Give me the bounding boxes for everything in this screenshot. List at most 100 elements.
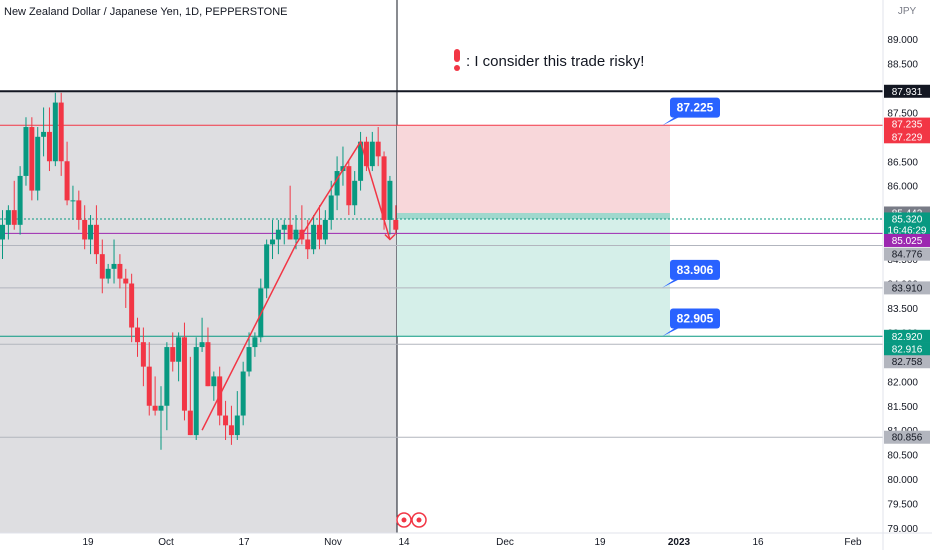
price-axis-tag[interactable]: 16:46:29 bbox=[884, 223, 930, 237]
candle-body-up bbox=[234, 415, 240, 436]
candle-body-down bbox=[152, 405, 158, 411]
currency-label: JPY bbox=[898, 6, 917, 17]
position-price-label[interactable]: 83.906 bbox=[662, 259, 720, 288]
candle-body-up bbox=[358, 141, 364, 181]
candle bbox=[252, 332, 258, 357]
y-tick-label: 86.500 bbox=[887, 157, 918, 168]
candle bbox=[352, 171, 358, 216]
candle bbox=[281, 219, 287, 245]
price-tag-box bbox=[884, 233, 930, 247]
candle bbox=[5, 205, 11, 240]
candle bbox=[311, 215, 317, 255]
price-tag-text: 83.910 bbox=[892, 283, 923, 294]
price-tag-text: 84.776 bbox=[892, 250, 923, 261]
price-axis[interactable] bbox=[883, 0, 932, 550]
price-axis-tag[interactable]: 83.910 bbox=[884, 281, 930, 295]
candle bbox=[70, 185, 76, 220]
y-tick-label: 82.000 bbox=[887, 377, 918, 388]
candle bbox=[287, 185, 293, 240]
candle-body-down bbox=[287, 224, 293, 240]
price-tag-box bbox=[884, 117, 930, 131]
candle bbox=[146, 342, 152, 416]
price-axis-tag[interactable]: 84.776 bbox=[884, 247, 930, 261]
candle-body-up bbox=[105, 268, 111, 279]
candle-body-down bbox=[181, 337, 187, 411]
price-tag-text: 85.320 bbox=[892, 214, 923, 225]
x-tick-label: Oct bbox=[158, 537, 174, 548]
candle-body-up bbox=[52, 102, 58, 162]
price-axis-tag[interactable]: 87.229 bbox=[884, 130, 930, 144]
label-value: 87.225 bbox=[677, 101, 714, 115]
label-box bbox=[670, 259, 720, 280]
candle bbox=[246, 332, 252, 377]
event-icon-dot bbox=[401, 517, 407, 523]
candle-body-down bbox=[381, 156, 387, 220]
candle-body-up bbox=[193, 347, 199, 436]
price-axis-tag[interactable]: 87.235 bbox=[884, 117, 930, 131]
x-tick-label: Nov bbox=[324, 537, 342, 548]
candle-body-down bbox=[117, 263, 123, 279]
candle bbox=[322, 210, 328, 245]
price-axis-tag[interactable]: 85.025 bbox=[884, 233, 930, 247]
price-tag-text: 82.920 bbox=[892, 332, 923, 343]
candle-body-down bbox=[82, 219, 88, 240]
candle bbox=[135, 317, 141, 357]
position-price-label[interactable]: 87.225 bbox=[662, 97, 720, 126]
price-tag-text: 87.229 bbox=[892, 132, 923, 143]
candle-body-down bbox=[140, 342, 146, 367]
position-price-label[interactable]: 82.905 bbox=[662, 308, 720, 337]
price-axis-tag[interactable]: 85.320 bbox=[884, 212, 930, 226]
candle bbox=[123, 268, 129, 308]
price-tag-text: 87.931 bbox=[892, 87, 923, 98]
y-tick-label: 80.000 bbox=[887, 475, 918, 486]
price-axis-tag[interactable]: 87.931 bbox=[884, 84, 930, 98]
event-markers[interactable] bbox=[396, 512, 427, 528]
candle-body-down bbox=[363, 141, 369, 167]
candle-body-up bbox=[275, 229, 281, 240]
candle bbox=[387, 175, 393, 235]
candle bbox=[234, 391, 240, 440]
candle bbox=[23, 117, 29, 186]
candle-body-down bbox=[11, 210, 17, 225]
candle-body-up bbox=[246, 347, 252, 372]
candle bbox=[0, 210, 5, 260]
label-value: 82.905 bbox=[677, 312, 714, 326]
candle bbox=[275, 219, 281, 255]
candle-body-up bbox=[322, 219, 328, 240]
candle bbox=[164, 342, 170, 431]
candle bbox=[170, 332, 176, 372]
candle-body-up bbox=[281, 224, 287, 230]
candle bbox=[363, 136, 369, 172]
candle-body-down bbox=[316, 224, 322, 240]
price-axis-tag[interactable]: 82.916 bbox=[884, 342, 930, 356]
price-axis-tag[interactable]: 82.920 bbox=[884, 329, 930, 343]
stop-loss-zone[interactable] bbox=[397, 125, 670, 213]
label-pointer bbox=[662, 277, 682, 288]
candle-body-down bbox=[223, 415, 229, 426]
candle-body-up bbox=[211, 376, 217, 387]
candle bbox=[264, 239, 270, 299]
y-tick-label: 89.000 bbox=[887, 35, 918, 46]
candle bbox=[369, 131, 375, 172]
candle-body-up bbox=[334, 171, 340, 196]
y-tick-label: 83.500 bbox=[887, 304, 918, 315]
risk-annotation[interactable]: : I consider this trade risky! bbox=[454, 49, 644, 71]
take-profit-zone[interactable] bbox=[397, 212, 670, 337]
candle-body-down bbox=[135, 327, 141, 343]
candle bbox=[375, 127, 381, 167]
candle-body-up bbox=[369, 141, 375, 167]
candle bbox=[11, 180, 17, 230]
candle-body-down bbox=[99, 254, 105, 279]
price-axis-tag[interactable]: 80.856 bbox=[884, 430, 930, 444]
candle-body-down bbox=[393, 219, 399, 230]
arrow-head-icon bbox=[384, 233, 396, 241]
candle bbox=[52, 92, 58, 167]
drawn-trend-path[interactable] bbox=[201, 139, 391, 431]
y-tick-label: 80.500 bbox=[887, 451, 918, 462]
candle-body-down bbox=[187, 410, 193, 436]
candle-body-up bbox=[158, 405, 164, 411]
price-axis-tag[interactable]: 82.758 bbox=[884, 355, 930, 369]
candle bbox=[205, 327, 211, 387]
price-tag-box bbox=[884, 212, 930, 226]
